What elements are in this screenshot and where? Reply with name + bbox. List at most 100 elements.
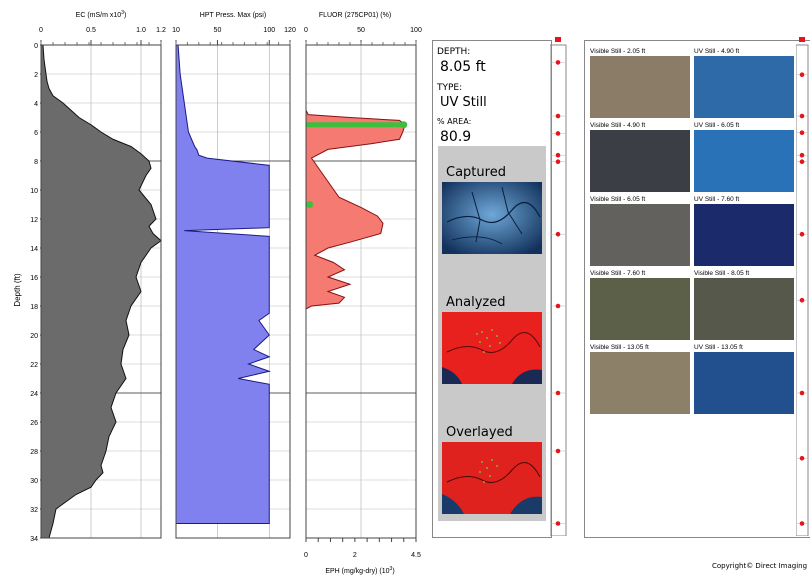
- gallery-item[interactable]: Visible Still - 4.90 ft: [590, 121, 690, 197]
- x-tick-label: 1.2: [156, 27, 166, 34]
- hpt-track-frame: [175, 44, 291, 539]
- gallery-item-label: UV Still - 7.60 ft: [694, 196, 740, 203]
- gallery-item[interactable]: Visible Still - 7.60 ft: [590, 269, 690, 345]
- gallery-image[interactable]: [694, 278, 794, 340]
- gallery-image[interactable]: [694, 352, 794, 414]
- depth-tick-label: 12: [30, 217, 38, 224]
- captured-label: Captured: [446, 165, 506, 180]
- fluor-track-title: FLUOR (275CP01) (%): [319, 12, 391, 19]
- area-value: 80.9: [440, 129, 472, 145]
- overlayed-image[interactable]: [442, 442, 542, 514]
- eph-point: [306, 201, 314, 208]
- image-marker[interactable]: [799, 130, 805, 136]
- image-marker[interactable]: [555, 152, 561, 158]
- image-marker[interactable]: [555, 113, 561, 119]
- gallery-item-label: Visible Still - 7.60 ft: [590, 270, 646, 277]
- ec-track-frame: [40, 44, 162, 539]
- depth-tick-label: 22: [30, 362, 38, 369]
- x-tick-label: 100: [410, 27, 422, 34]
- image-marker[interactable]: [555, 231, 561, 237]
- image-marker[interactable]: [555, 303, 561, 309]
- depth-tick-label: 30: [30, 478, 38, 485]
- image-marker[interactable]: [799, 521, 805, 526]
- image-marker[interactable]: [555, 131, 561, 136]
- gallery-item[interactable]: UV Still - 7.60 ft: [694, 195, 794, 271]
- gallery-item-label: Visible Still - 13.05 ft: [590, 344, 649, 351]
- image-marker[interactable]: [799, 455, 805, 461]
- fluor-track-frame: [305, 44, 417, 539]
- image-marker[interactable]: [555, 448, 561, 454]
- image-marker[interactable]: [555, 521, 561, 526]
- depth-tick-label: 34: [30, 536, 38, 543]
- image-marker[interactable]: [799, 231, 805, 237]
- x-tick-label: 120: [284, 27, 296, 34]
- gallery-item-label: Visible Still - 6.05 ft: [590, 196, 646, 203]
- analyzed-image[interactable]: [442, 312, 542, 384]
- hpt-track: HPT Press. Max (psi) 10 50 100 120: [172, 12, 296, 539]
- hpt-track-title: HPT Press. Max (psi): [200, 12, 266, 19]
- x-tick-label: 50: [357, 27, 365, 34]
- image-marker[interactable]: [799, 297, 805, 303]
- gallery-image[interactable]: [694, 204, 794, 266]
- image-marker[interactable]: [799, 390, 805, 396]
- marker-header: [555, 37, 561, 42]
- depth-tick-label: 20: [30, 333, 38, 340]
- image-marker[interactable]: [555, 390, 561, 396]
- x-tick-label: 100: [263, 27, 275, 34]
- x-tick-label: 0: [304, 27, 308, 34]
- captured-image[interactable]: [442, 182, 542, 254]
- gallery-item-label: Visible Still - 4.90 ft: [590, 122, 646, 129]
- type-label: TYPE:: [437, 83, 463, 93]
- depth-tick-label: 10: [30, 188, 38, 195]
- gallery-image[interactable]: [590, 352, 690, 414]
- x-tick-label: 1.0: [136, 27, 146, 34]
- gallery-image[interactable]: [694, 56, 794, 118]
- fluor-track: FLUOR (275CP01) (%) 0 50 100 0 2 4.5 EPH (mg…: [304, 12, 422, 575]
- image-marker[interactable]: [799, 113, 805, 119]
- depth-tick-label: 26: [30, 420, 38, 427]
- image-marker[interactable]: [799, 72, 805, 78]
- marker-column-frame: [796, 44, 809, 536]
- type-value: UV Still: [440, 95, 487, 110]
- gallery-item-label: UV Still - 6.05 ft: [694, 122, 740, 129]
- x-tick-label: 50: [214, 27, 222, 34]
- x-tick-label: 0: [39, 27, 43, 34]
- overlayed-label: Overlayed: [446, 425, 513, 440]
- gallery-item[interactable]: UV Still - 6.05 ft: [694, 121, 794, 197]
- gallery-item[interactable]: Visible Still - 2.05 ft: [590, 47, 690, 123]
- gallery-item[interactable]: Visible Still - 13.05 ft: [590, 343, 690, 419]
- depth-tick-label: 32: [30, 507, 38, 514]
- ec-track-title: EC (mS/m x103): [76, 10, 127, 19]
- depth-tick-label: 6: [34, 130, 38, 137]
- gallery-item[interactable]: Visible Still - 8.05 ft: [694, 269, 794, 345]
- gallery-item-label: Visible Still - 2.05 ft: [590, 48, 646, 55]
- depth-tick-label: 28: [30, 449, 38, 456]
- marker-column-left: [550, 37, 567, 536]
- gallery-item-label: UV Still - 13.05 ft: [694, 344, 743, 351]
- image-marker[interactable]: [555, 60, 561, 65]
- ec-area-series: [40, 44, 162, 539]
- image-marker[interactable]: [799, 152, 805, 158]
- ec-track: EC (mS/m x103) 0 0.5 1.0 1.2: [39, 10, 166, 539]
- image-marker[interactable]: [799, 159, 805, 165]
- gallery-image[interactable]: [590, 204, 690, 266]
- depth-tick-label: 18: [30, 304, 38, 311]
- gallery-image[interactable]: [590, 278, 690, 340]
- area-label: % AREA:: [437, 117, 472, 126]
- image-marker[interactable]: [555, 159, 561, 165]
- eph-point: [400, 121, 408, 129]
- gallery-image[interactable]: [590, 130, 690, 192]
- depth-tick-label: 2: [34, 72, 38, 79]
- depth-tick-label: 16: [30, 275, 38, 282]
- media-panel: Captured Analyzed Overlayed: [438, 146, 546, 521]
- x-tick-label: 0.5: [86, 27, 96, 34]
- image-gallery: Visible Still - 2.05 ft UV Still - 4.90 f…: [584, 40, 810, 538]
- depth-label: DEPTH:: [437, 47, 471, 57]
- gallery-item[interactable]: UV Still - 13.05 ft: [694, 343, 794, 419]
- gallery-item[interactable]: Visible Still - 6.05 ft: [590, 195, 690, 271]
- gallery-image[interactable]: [590, 56, 690, 118]
- gallery-image[interactable]: [694, 130, 794, 192]
- fluor-area-series: [305, 45, 406, 538]
- copyright-text: Copyright© Direct Imaging: [712, 562, 808, 570]
- gallery-item[interactable]: UV Still - 4.90 ft: [694, 47, 794, 123]
